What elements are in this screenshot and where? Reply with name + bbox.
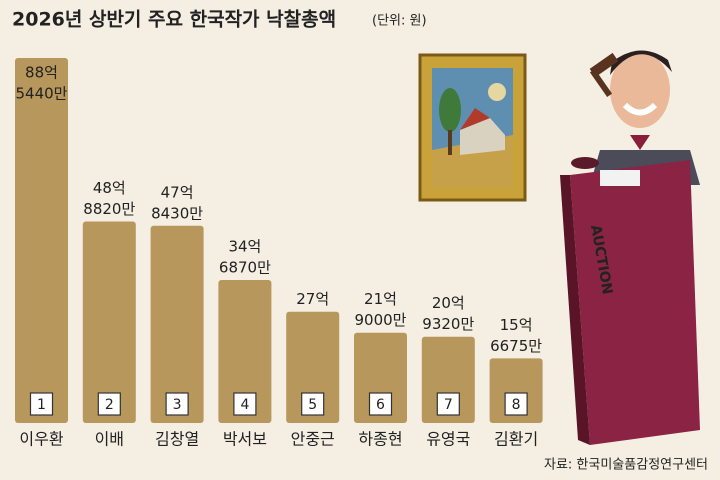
rank-label: 5: [308, 397, 317, 413]
x-tick-label: 안중근: [291, 430, 335, 449]
value-label: 15억: [500, 316, 533, 334]
rank-label: 1: [37, 397, 46, 413]
rank-box: [301, 392, 325, 416]
value-label: 27억: [296, 290, 329, 308]
bar: [421, 336, 475, 423]
rank-label: 6: [376, 397, 385, 413]
bar: [218, 280, 272, 423]
value-label: 9320만: [422, 315, 474, 333]
rank-label: 8: [512, 397, 521, 413]
bar: [82, 221, 136, 423]
value-label: 6870만: [219, 259, 271, 277]
value-label: 88억: [25, 64, 58, 82]
value-label: 21억: [364, 290, 397, 308]
rank-label: 2: [105, 397, 114, 413]
bar: [286, 311, 340, 423]
x-tick-label: 유영국: [426, 430, 470, 449]
unit-note: (단위: 원): [372, 14, 427, 29]
rank-box: [29, 392, 54, 416]
illustration-auctioneer: AUCTION: [560, 50, 700, 445]
value-label: 48억: [93, 179, 126, 197]
value-label: 8430만: [151, 204, 203, 222]
value-label: 9000만: [355, 311, 407, 329]
rank-box: [233, 392, 257, 416]
bar: [354, 332, 407, 423]
value-label: 47억: [161, 183, 194, 201]
x-tick-label: 하종현: [358, 430, 402, 449]
rank-label: 7: [444, 397, 453, 413]
rank-box: [436, 392, 460, 416]
bar: [15, 58, 68, 423]
x-tick-label: 이배: [95, 430, 124, 449]
bar: [150, 225, 204, 423]
rank-box: [165, 392, 189, 416]
value-label: 5440만: [16, 85, 68, 103]
value-label: 20억: [432, 294, 465, 312]
x-tick-label: 김환기: [494, 430, 538, 449]
rank-label: 3: [173, 397, 182, 413]
x-tick-label: 이우환: [19, 430, 63, 449]
bar: [489, 358, 543, 423]
x-tick-label: 박서보: [223, 430, 267, 449]
chart-title: 2026년 상반기 주요 한국작가 낙찰총액: [12, 9, 336, 31]
value-label: 6675만: [490, 337, 542, 355]
x-tick-label: 김창열: [155, 430, 199, 449]
illustration-painting: [418, 53, 527, 202]
rank-label: 4: [240, 397, 249, 413]
rank-box: [504, 392, 528, 416]
source: 자료: 한국미술품감정연구센터: [544, 458, 708, 473]
value-label: 34억: [228, 238, 261, 256]
value-label: 8820만: [83, 200, 135, 218]
rank-box: [368, 392, 393, 416]
rank-box: [97, 392, 121, 416]
